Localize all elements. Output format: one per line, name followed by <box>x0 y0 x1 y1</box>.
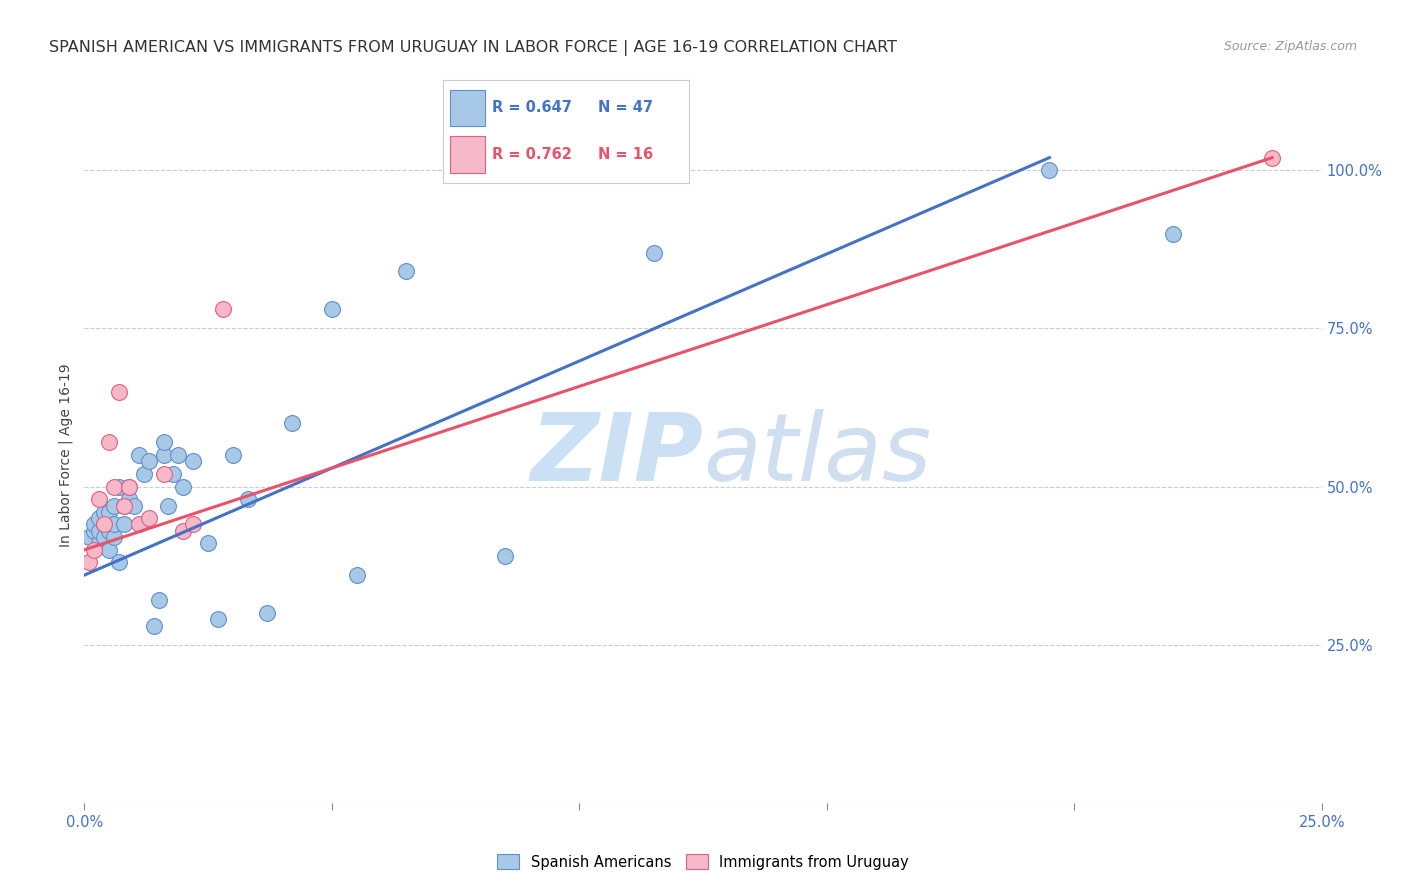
Point <box>128 448 150 462</box>
FancyBboxPatch shape <box>450 136 485 173</box>
Point <box>103 499 125 513</box>
Point <box>157 499 180 513</box>
Point <box>79 530 101 544</box>
Point <box>138 454 160 468</box>
Point <box>93 517 115 532</box>
Point <box>112 499 135 513</box>
Point <box>118 479 141 493</box>
Point <box>108 479 131 493</box>
Point <box>89 536 111 550</box>
Point <box>108 556 131 570</box>
Point <box>152 435 174 450</box>
Point <box>321 302 343 317</box>
Point <box>79 556 101 570</box>
Text: ZIP: ZIP <box>530 409 703 501</box>
Text: SPANISH AMERICAN VS IMMIGRANTS FROM URUGUAY IN LABOR FORCE | AGE 16-19 CORRELATI: SPANISH AMERICAN VS IMMIGRANTS FROM URUG… <box>49 40 897 56</box>
Point <box>643 245 665 260</box>
Point <box>118 492 141 507</box>
Point <box>89 511 111 525</box>
Y-axis label: In Labor Force | Age 16-19: In Labor Force | Age 16-19 <box>58 363 73 547</box>
Point <box>98 524 121 538</box>
Point <box>148 593 170 607</box>
Point <box>98 542 121 557</box>
Point <box>197 536 219 550</box>
Point <box>346 568 368 582</box>
Point <box>89 492 111 507</box>
Point <box>167 448 190 462</box>
Point <box>98 505 121 519</box>
Text: N = 47: N = 47 <box>598 101 652 115</box>
Point <box>128 517 150 532</box>
Point <box>172 479 194 493</box>
Point <box>103 517 125 532</box>
Point <box>112 499 135 513</box>
Text: R = 0.762: R = 0.762 <box>492 146 572 161</box>
Point <box>1261 151 1284 165</box>
Point <box>1038 163 1060 178</box>
Point <box>138 511 160 525</box>
Point <box>395 264 418 278</box>
FancyBboxPatch shape <box>450 89 485 127</box>
Point <box>207 612 229 626</box>
Text: R = 0.647: R = 0.647 <box>492 101 572 115</box>
Point <box>172 524 194 538</box>
Point <box>83 542 105 557</box>
Point <box>83 517 105 532</box>
Text: atlas: atlas <box>703 409 931 500</box>
Point <box>118 479 141 493</box>
Point <box>132 467 155 481</box>
Point <box>98 435 121 450</box>
Point <box>152 448 174 462</box>
Point <box>162 467 184 481</box>
Point <box>93 530 115 544</box>
Point <box>181 517 204 532</box>
Point <box>93 517 115 532</box>
Point <box>181 454 204 468</box>
Point <box>103 479 125 493</box>
Point <box>83 524 105 538</box>
Point <box>89 524 111 538</box>
Point <box>108 384 131 399</box>
Point <box>93 505 115 519</box>
Point <box>222 448 245 462</box>
Point <box>236 492 259 507</box>
Legend: Spanish Americans, Immigrants from Uruguay: Spanish Americans, Immigrants from Urugu… <box>491 848 915 876</box>
Point <box>494 549 516 563</box>
Point <box>122 499 145 513</box>
Text: N = 16: N = 16 <box>598 146 652 161</box>
Point <box>1161 227 1184 241</box>
Point <box>142 618 165 632</box>
Text: Source: ZipAtlas.com: Source: ZipAtlas.com <box>1223 40 1357 54</box>
Point <box>103 530 125 544</box>
Point <box>281 417 304 431</box>
Point <box>112 517 135 532</box>
Point <box>152 467 174 481</box>
Point <box>256 606 278 620</box>
Point <box>212 302 235 317</box>
